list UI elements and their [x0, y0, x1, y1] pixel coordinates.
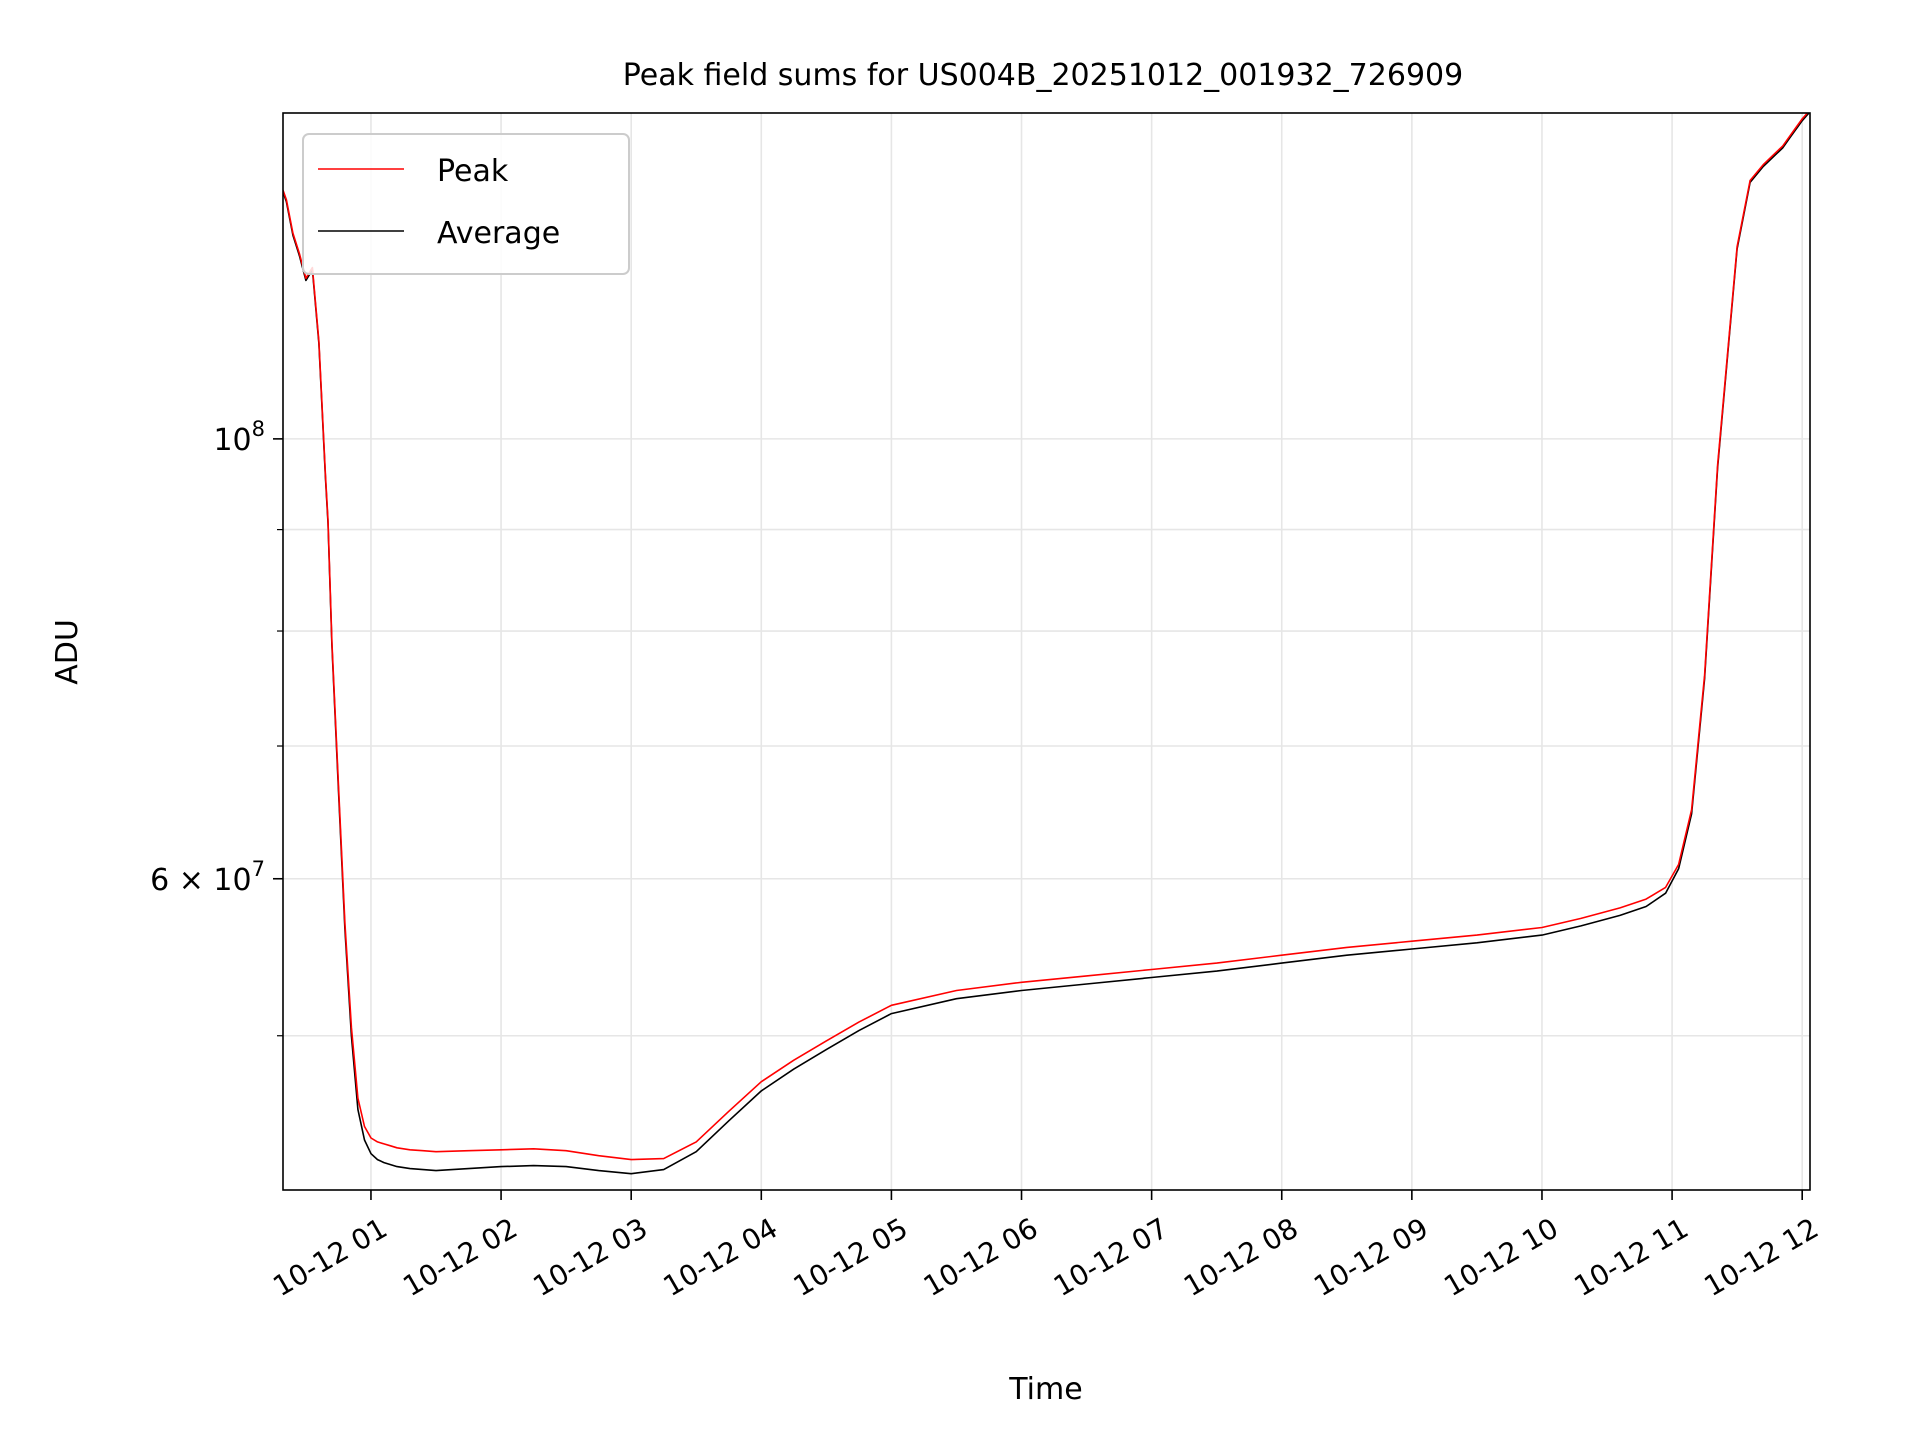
y-axis: 6 × 107 108: [150, 417, 283, 1037]
y-tick-label: 108: [213, 417, 265, 458]
x-axis-label: Time: [1008, 1372, 1082, 1407]
plot-background: [283, 113, 1810, 1190]
series-layer: [283, 113, 1810, 1175]
y-tick-label: 6 × 107: [150, 857, 265, 898]
plot-frame: [282, 112, 1811, 1191]
grid-lines: [283, 113, 1810, 1190]
legend: Peak Average: [302, 133, 630, 275]
y-axis-label: ADU: [50, 619, 85, 685]
chart-title: Peak field sums for US004B_20251012_0019…: [623, 58, 1463, 93]
series-line-peak: [283, 113, 1809, 1161]
plot-area: [282, 112, 1811, 1191]
legend-average-label: Average: [437, 216, 560, 251]
legend-peak-label: Peak: [437, 154, 509, 189]
